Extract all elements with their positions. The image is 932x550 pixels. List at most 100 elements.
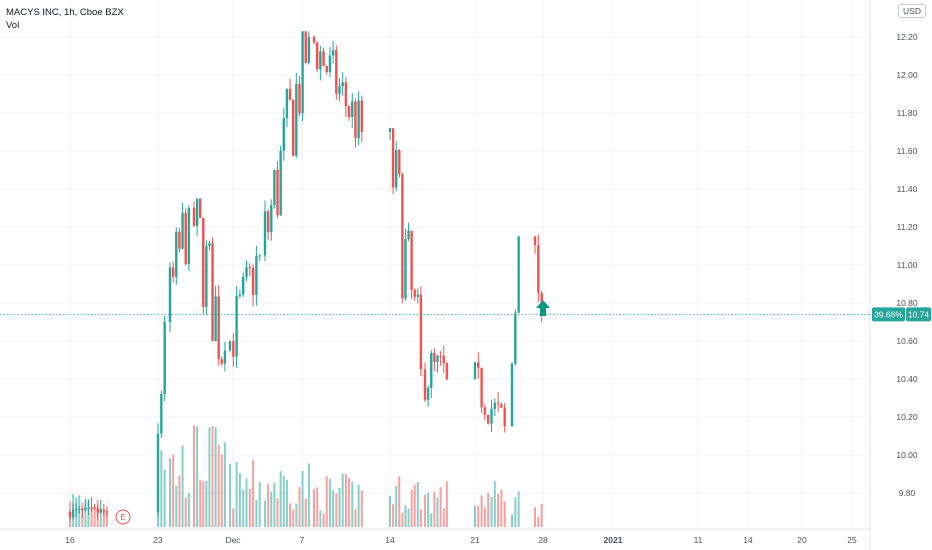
candle-body bbox=[245, 267, 248, 277]
volume-bar bbox=[511, 514, 513, 527]
currency-badge[interactable]: USD bbox=[898, 4, 926, 18]
volume-indicator-label[interactable]: Vol bbox=[6, 20, 20, 31]
volume-bars bbox=[69, 425, 543, 527]
volume-bar bbox=[348, 477, 351, 527]
y-tick-label: 10.40 bbox=[896, 374, 918, 384]
candle-body bbox=[338, 86, 341, 94]
volume-bar bbox=[220, 454, 223, 527]
volume-bar bbox=[264, 500, 266, 527]
candle-body bbox=[156, 433, 160, 512]
candle-body bbox=[510, 363, 514, 427]
volume-bar bbox=[301, 470, 304, 527]
candle-body bbox=[325, 66, 328, 73]
candle-body bbox=[202, 217, 205, 307]
candle-body bbox=[214, 296, 217, 342]
volume-bar bbox=[105, 506, 108, 527]
x-tick-label: 23 bbox=[153, 535, 163, 545]
volume-bar bbox=[514, 497, 517, 527]
volume-bar bbox=[276, 498, 279, 527]
candle-body bbox=[404, 238, 407, 299]
candle-body bbox=[205, 245, 208, 307]
volume-bar bbox=[480, 495, 483, 527]
volume-bar bbox=[163, 469, 166, 527]
candle-body bbox=[410, 230, 413, 290]
percent-badge-bg bbox=[872, 307, 905, 322]
y-tick-label: 11.80 bbox=[897, 108, 918, 118]
y-axis: 12.20 12.00 11.80 11.60 11.40 11.20 11.00 10.80… bbox=[896, 32, 918, 498]
candle-body bbox=[282, 118, 285, 151]
candle-body bbox=[514, 312, 517, 364]
candle-body bbox=[223, 350, 227, 364]
symbol-title[interactable]: MACYS INC, 1h, Cboe BZX bbox=[6, 7, 124, 18]
volume-bar bbox=[389, 495, 391, 527]
volume-bar bbox=[99, 508, 102, 527]
candle-body bbox=[391, 128, 395, 188]
candle-body bbox=[78, 508, 81, 510]
volume-bar bbox=[360, 490, 363, 527]
candle-body bbox=[220, 359, 224, 364]
volume-bar bbox=[242, 489, 245, 527]
volume-bar bbox=[445, 481, 448, 527]
candle-body bbox=[344, 82, 348, 107]
volume-bar bbox=[338, 487, 341, 527]
y-tick-label: 10.20 bbox=[896, 412, 918, 422]
candle-body bbox=[279, 150, 282, 216]
candle-body bbox=[187, 208, 191, 265]
candle-body bbox=[490, 409, 493, 424]
volume-bar bbox=[181, 445, 184, 527]
percent-label: 39.66% bbox=[874, 309, 903, 319]
volume-bar bbox=[298, 487, 301, 527]
candle-body bbox=[285, 88, 289, 119]
candle-body bbox=[394, 150, 398, 188]
candle-body bbox=[331, 50, 335, 56]
x-tick-label: 25 bbox=[847, 535, 857, 545]
candle-body bbox=[266, 211, 270, 233]
candle-body bbox=[163, 322, 166, 394]
candle-body bbox=[335, 50, 338, 94]
candle-body bbox=[433, 353, 436, 363]
earnings-marker[interactable]: E bbox=[115, 509, 131, 525]
candle-body bbox=[480, 367, 483, 408]
candle-body bbox=[276, 169, 279, 216]
y-tick-label: 11.00 bbox=[897, 260, 918, 270]
earnings-circle bbox=[115, 509, 131, 525]
volume-bar bbox=[493, 480, 496, 527]
volume-bar bbox=[341, 473, 344, 527]
volume-bar bbox=[407, 508, 410, 527]
candle-body bbox=[496, 402, 500, 405]
volume-bar bbox=[354, 509, 357, 527]
x-tick-label: 28 bbox=[538, 535, 548, 545]
candle-body bbox=[483, 407, 487, 415]
candle-body bbox=[90, 507, 93, 509]
volume-bar bbox=[534, 507, 536, 527]
candle-body bbox=[255, 255, 258, 296]
candle-body bbox=[217, 296, 220, 360]
candle-body bbox=[99, 509, 102, 513]
candle-body bbox=[74, 509, 78, 511]
candle-body bbox=[473, 362, 477, 379]
volume-bar bbox=[497, 493, 500, 527]
candle-body bbox=[315, 42, 319, 70]
candle-body bbox=[178, 231, 181, 249]
volume-bar bbox=[474, 505, 476, 527]
volume-bar bbox=[351, 481, 354, 527]
last-price-badge: 39.66% 10.74 bbox=[872, 307, 931, 322]
candle-body bbox=[273, 169, 276, 206]
volume-bar bbox=[245, 478, 248, 527]
candle-body bbox=[312, 37, 316, 43]
candle-body bbox=[211, 243, 214, 342]
volume-bar bbox=[229, 463, 231, 527]
volume-bar bbox=[483, 507, 486, 527]
candle-body bbox=[426, 387, 430, 400]
volume-bar bbox=[517, 491, 520, 527]
last-price-label: 10.74 bbox=[908, 309, 930, 319]
volume-bar bbox=[211, 426, 214, 527]
volume-bar bbox=[279, 470, 282, 527]
candle-body bbox=[413, 289, 416, 297]
volume-bar bbox=[316, 487, 319, 527]
candle-body bbox=[81, 508, 84, 510]
volume-bar bbox=[217, 444, 220, 527]
volume-bar bbox=[395, 485, 398, 527]
candle-body bbox=[423, 369, 427, 400]
